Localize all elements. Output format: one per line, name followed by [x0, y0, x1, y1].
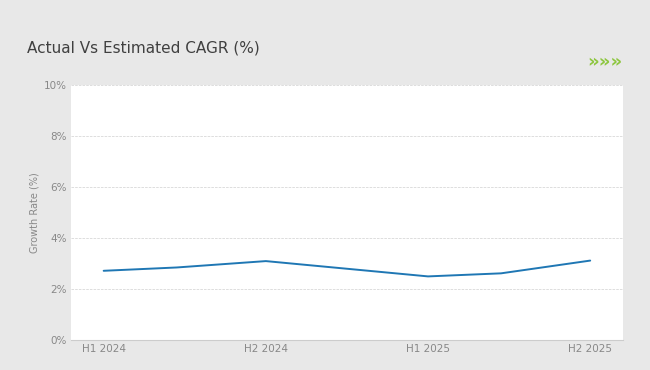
Y-axis label: Growth Rate (%): Growth Rate (%)	[30, 172, 40, 253]
Text: Actual Vs Estimated CAGR (%): Actual Vs Estimated CAGR (%)	[27, 40, 260, 55]
Text: »»»: »»»	[588, 53, 623, 71]
